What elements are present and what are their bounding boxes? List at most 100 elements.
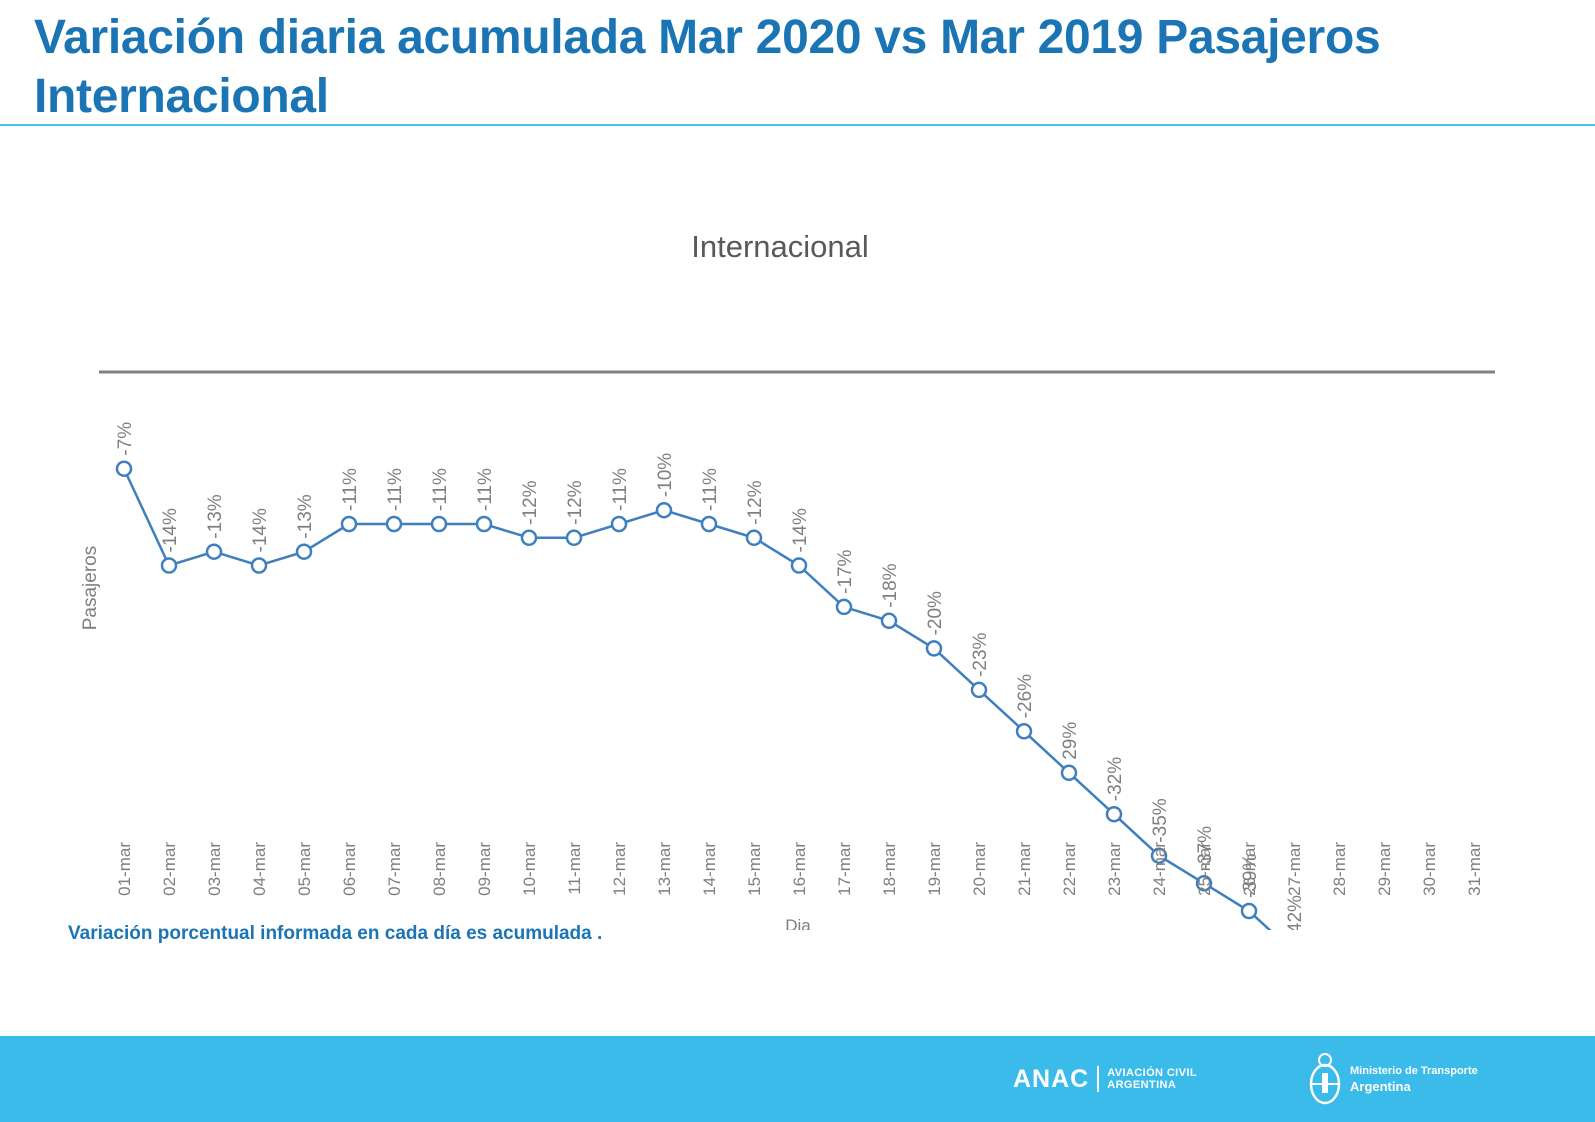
data-point xyxy=(790,557,808,574)
x-tick-label: 04-mar xyxy=(250,842,269,896)
data-label: -42% xyxy=(1285,895,1306,930)
x-tick-label: 20-mar xyxy=(970,842,989,896)
data-label: -14% xyxy=(160,508,181,552)
data-label: -23% xyxy=(970,632,991,676)
anac-subtitle-line2: ARGENTINA xyxy=(1107,1079,1177,1091)
footnote: Variación porcentual informada en cada d… xyxy=(68,923,603,944)
x-tick-label: 02-mar xyxy=(160,842,179,896)
data-point xyxy=(835,598,853,616)
data-point xyxy=(610,515,628,533)
data-point xyxy=(385,515,403,533)
anac-subtitle: AVIACIÓN CIVIL ARGENTINA xyxy=(1107,1067,1197,1091)
data-label: -14% xyxy=(790,508,811,552)
data-point xyxy=(970,681,988,699)
x-tick-label: 13-mar xyxy=(655,842,674,896)
y-axis-title: Pasajeros xyxy=(80,546,101,631)
x-tick-label: 15-mar xyxy=(745,842,764,896)
ministry-logo: Ministerio de Transporte Argentina xyxy=(1308,1044,1478,1114)
data-point xyxy=(430,515,448,533)
data-point xyxy=(160,557,178,574)
series-group: -7% -14% -13% -14% -13% -11% -11% -11% -11% -12% -… xyxy=(115,422,1306,930)
data-label: -10% xyxy=(655,453,676,497)
x-tick-label: 29-mar xyxy=(1375,842,1394,896)
x-tick-label: 30-mar xyxy=(1420,842,1439,896)
data-label: -13% xyxy=(205,494,226,538)
x-tick-label: 08-mar xyxy=(430,842,449,896)
data-label: -11% xyxy=(475,468,496,511)
data-point xyxy=(745,529,763,547)
data-label: -39% xyxy=(1240,854,1261,898)
footer-band: ANAC AVIACIÓN CIVIL ARGENTINA Ministerio… xyxy=(0,1036,1595,1122)
data-point xyxy=(1150,847,1168,864)
anac-logo: ANAC AVIACIÓN CIVIL ARGENTINA xyxy=(1013,1054,1197,1104)
data-label: -7% xyxy=(115,422,136,456)
data-point xyxy=(1015,723,1033,740)
x-tick-label: 31-mar xyxy=(1465,842,1484,896)
data-label: -13% xyxy=(295,494,316,538)
data-label: -11% xyxy=(340,468,361,511)
data-point xyxy=(295,543,313,560)
x-tick-label: 09-mar xyxy=(475,842,494,896)
data-point xyxy=(1105,805,1123,823)
x-tick-label: 16-mar xyxy=(790,842,809,896)
data-point xyxy=(655,501,673,519)
x-tick-label: 06-mar xyxy=(340,842,359,896)
title-divider xyxy=(0,124,1595,126)
x-tick-label: 03-mar xyxy=(205,842,224,896)
slide-title: Variación diaria acumulada Mar 2020 vs M… xyxy=(34,11,1381,123)
data-point xyxy=(340,515,358,533)
x-tick-label: 01-mar xyxy=(115,842,134,896)
anac-separator xyxy=(1097,1066,1100,1092)
x-tick-label: 21-mar xyxy=(1015,842,1034,896)
anac-wordmark: ANAC xyxy=(1013,1064,1090,1093)
data-label: -26% xyxy=(1015,674,1036,718)
data-label: -11% xyxy=(610,468,631,511)
data-label: -12% xyxy=(745,480,766,524)
x-tick-label: 07-mar xyxy=(385,842,404,896)
ministry-name: Ministerio de Transporte xyxy=(1350,1065,1478,1077)
data-point xyxy=(250,557,268,574)
x-tick-label: 18-mar xyxy=(880,842,899,896)
chart-title: Internacional xyxy=(691,229,869,264)
coat-of-arms-icon xyxy=(1309,1053,1341,1105)
data-point xyxy=(1060,764,1078,782)
x-tick-label: 14-mar xyxy=(700,842,719,896)
data-label: -37% xyxy=(1195,826,1216,870)
data-label: -12% xyxy=(565,480,586,524)
data-label: -32% xyxy=(1105,757,1126,801)
data-point xyxy=(205,543,223,560)
data-label: 29% xyxy=(1060,722,1081,760)
x-tick-label: 11-mar xyxy=(565,842,584,895)
x-tick-label: 17-mar xyxy=(835,842,854,896)
data-point xyxy=(1195,875,1213,892)
x-tick-label: 23-mar xyxy=(1105,842,1124,896)
x-tick-label: 10-mar xyxy=(520,842,539,896)
data-point xyxy=(1240,902,1258,920)
x-tick-label: 25-mar xyxy=(1195,842,1214,896)
data-label: -17% xyxy=(835,549,856,593)
x-tick-label: 26-mar xyxy=(1240,842,1259,896)
x-tick-label: 27-mar xyxy=(1285,842,1304,896)
data-point xyxy=(700,515,718,533)
data-label: -14% xyxy=(250,508,271,552)
data-point xyxy=(565,529,583,547)
data-point xyxy=(475,515,493,533)
data-point xyxy=(115,460,133,477)
data-label: -11% xyxy=(430,468,451,511)
data-label: -20% xyxy=(925,591,946,635)
x-tick-label: 28-mar xyxy=(1330,842,1349,896)
data-point xyxy=(925,640,943,657)
data-label: -35% xyxy=(1150,798,1171,842)
line-chart: Internacional Pasajeros Dia -7%-14% -13% -… xyxy=(80,229,1495,930)
x-tick-label: 19-mar xyxy=(925,842,944,896)
data-label: -12% xyxy=(520,480,541,524)
x-tick-labels: 01-mar 02-mar 03-mar 04-mar 05-mar 06-mar 07-m… xyxy=(115,842,1484,896)
ministry-country: Argentina xyxy=(1350,1079,1411,1094)
data-point xyxy=(520,529,538,547)
data-point xyxy=(880,612,898,630)
data-label: -18% xyxy=(880,563,901,607)
x-tick-label: 22-mar xyxy=(1060,842,1079,896)
x-tick-label: 12-mar xyxy=(610,842,629,896)
x-tick-label: 05-mar xyxy=(295,842,314,896)
x-tick-label: 24-mar xyxy=(1150,842,1169,896)
